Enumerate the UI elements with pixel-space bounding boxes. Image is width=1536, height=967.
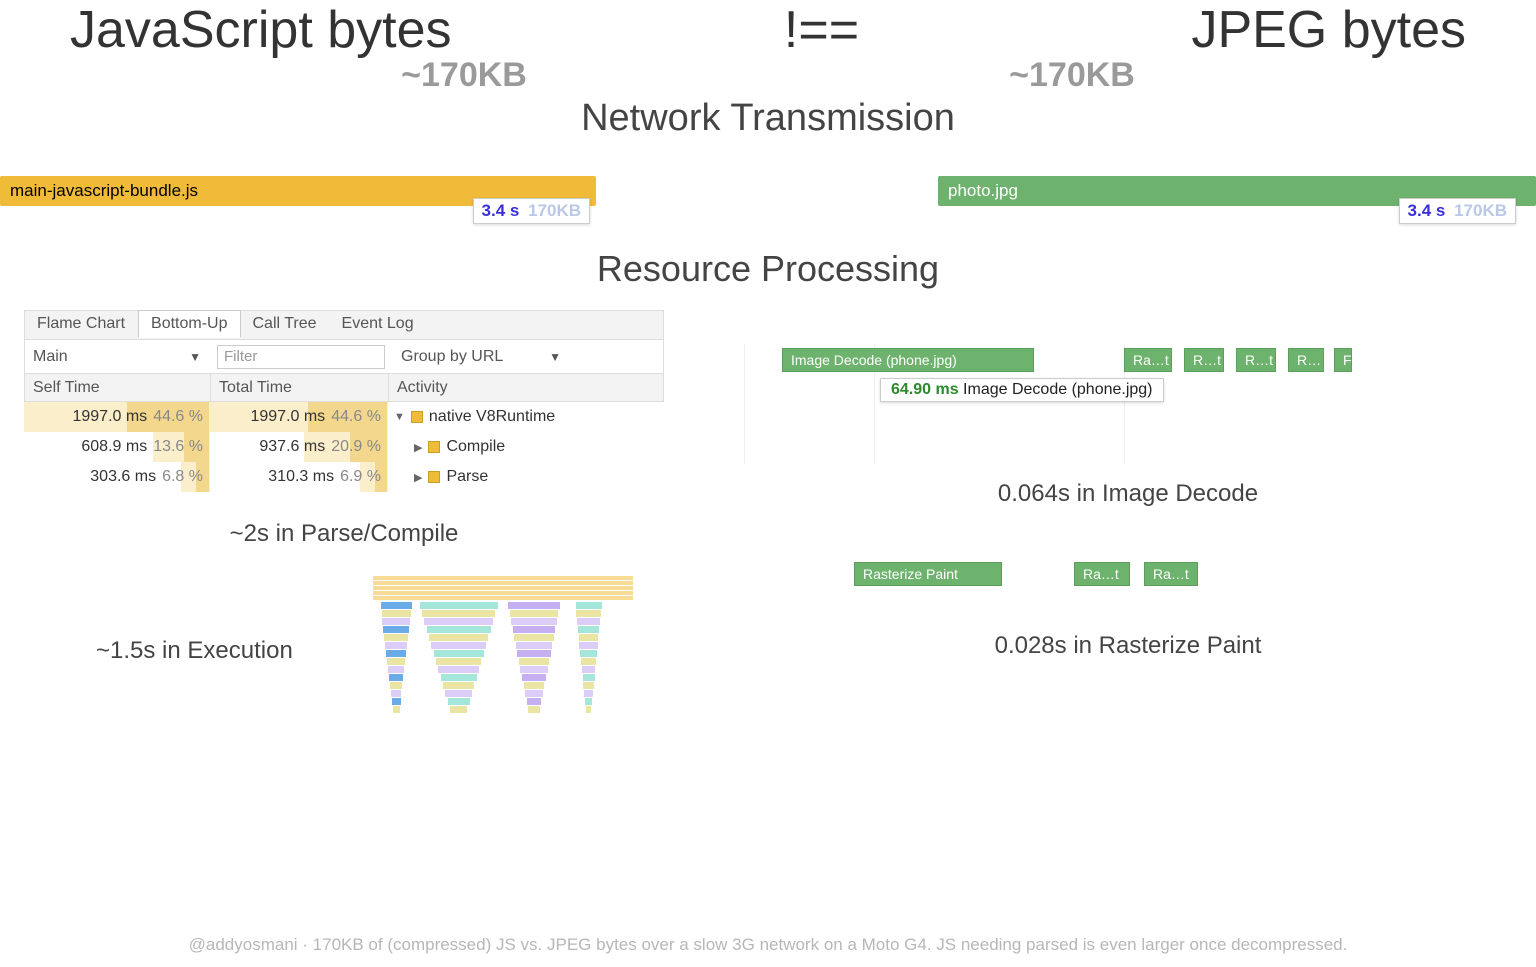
- activity-label: native V8Runtime: [429, 408, 555, 426]
- badge-jpeg-size: 170KB: [1454, 201, 1507, 220]
- kb-jpeg: ~170KB: [768, 56, 1376, 95]
- note-execution: ~1.5s in Execution: [96, 637, 293, 665]
- devtools-tab[interactable]: Bottom-Up: [138, 310, 240, 338]
- resource-heading: Resource Processing: [0, 248, 1536, 290]
- activity-color-icon: [428, 471, 440, 483]
- group-select-label: Group by URL: [401, 348, 503, 366]
- devtools-tab[interactable]: Flame Chart: [25, 311, 138, 339]
- title-jpeg: JPEG bytes: [1191, 0, 1466, 60]
- table-row[interactable]: 608.9 ms13.6 %937.6 ms20.9 %▶Compile: [24, 432, 664, 462]
- note-rasterize: 0.028s in Rasterize Paint: [744, 632, 1512, 660]
- kb-js: ~170KB: [160, 56, 768, 95]
- timeline-block[interactable]: Image Decode (phone.jpg): [782, 348, 1034, 372]
- devtools-tab[interactable]: Event Log: [330, 311, 427, 339]
- timeline-block[interactable]: Ra…t: [1144, 562, 1198, 586]
- footer-credit: @addyosmani · 170KB of (compressed) JS v…: [0, 935, 1536, 955]
- timeline-block[interactable]: R…t: [1184, 348, 1224, 372]
- bar-jpeg-label: photo.jpg: [948, 181, 1018, 201]
- devtools-filter-row: Main ▼ Filter Group by URL ▼: [24, 340, 664, 374]
- network-jpeg-col: photo.jpg 3.4 s 170KB: [938, 176, 1536, 206]
- filter-input[interactable]: Filter: [217, 345, 385, 369]
- timeline-block[interactable]: F: [1334, 348, 1352, 372]
- network-js-col: main-javascript-bundle.js 3.4 s 170KB: [0, 176, 596, 206]
- table-header: Self Time Total Time Activity: [24, 374, 664, 402]
- col-self-time: Self Time: [25, 374, 211, 401]
- thread-select[interactable]: Main ▼: [25, 348, 211, 366]
- badge-jpeg-time: 3.4 s: [1408, 201, 1446, 220]
- activity-label: Parse: [446, 468, 488, 486]
- timeline-block[interactable]: Ra…t: [1074, 562, 1130, 586]
- devtools-tabs: Flame ChartBottom-UpCall TreeEvent Log: [24, 310, 664, 340]
- triangle-right-icon[interactable]: ▶: [414, 471, 422, 484]
- col-total-time: Total Time: [211, 374, 389, 401]
- timeline-block[interactable]: Ra…t: [1124, 348, 1172, 372]
- activity-color-icon: [411, 411, 423, 423]
- table-row[interactable]: 1997.0 ms44.6 %1997.0 ms44.6 %▼native V8…: [24, 402, 664, 432]
- devtools-panel: Flame ChartBottom-UpCall TreeEvent Log M…: [24, 310, 664, 726]
- triangle-down-icon[interactable]: ▼: [394, 411, 405, 423]
- activity-color-icon: [428, 441, 440, 453]
- timeline-block[interactable]: R…t: [1236, 348, 1276, 372]
- badge-jpeg: 3.4 s 170KB: [1399, 198, 1516, 224]
- network-heading: Network Transmission: [0, 97, 1536, 140]
- bar-js-label: main-javascript-bundle.js: [10, 181, 198, 201]
- tooltip: 64.90 ms Image Decode (phone.jpg): [880, 378, 1164, 402]
- chevron-down-icon: ▼: [189, 350, 201, 364]
- chevron-down-icon: ▼: [549, 350, 561, 364]
- flame-chart-thumbnail: [373, 576, 633, 726]
- image-processing-panel: Image Decode (phone.jpg) Ra…t R…t R…t R… F 64.…: [744, 310, 1512, 726]
- triangle-right-icon[interactable]: ▶: [414, 441, 422, 454]
- note-image-decode: 0.064s in Image Decode: [744, 480, 1512, 508]
- col-activity: Activity: [389, 374, 663, 401]
- badge-js-time: 3.4 s: [482, 201, 520, 220]
- badge-js-size: 170KB: [528, 201, 581, 220]
- thread-select-label: Main: [33, 348, 68, 366]
- note-parse-compile: ~2s in Parse/Compile: [24, 520, 664, 548]
- table-body: 1997.0 ms44.6 %1997.0 ms44.6 %▼native V8…: [24, 402, 664, 492]
- activity-label: Compile: [446, 438, 505, 456]
- title-not-equal: !==: [784, 0, 859, 60]
- table-row[interactable]: 303.6 ms6.8 %310.3 ms6.9 %▶Parse: [24, 462, 664, 492]
- devtools-tab[interactable]: Call Tree: [241, 311, 330, 339]
- group-select[interactable]: Group by URL ▼: [391, 348, 571, 366]
- decode-timeline: Image Decode (phone.jpg) Ra…t R…t R…t R… F 64.…: [744, 344, 1512, 464]
- timeline-block[interactable]: Rasterize Paint: [854, 562, 1002, 586]
- title-js: JavaScript bytes: [70, 0, 452, 60]
- badge-js: 3.4 s 170KB: [473, 198, 590, 224]
- rasterize-timeline: Rasterize Paint Ra…t Ra…t: [744, 556, 1512, 616]
- timeline-block[interactable]: R…: [1288, 348, 1324, 372]
